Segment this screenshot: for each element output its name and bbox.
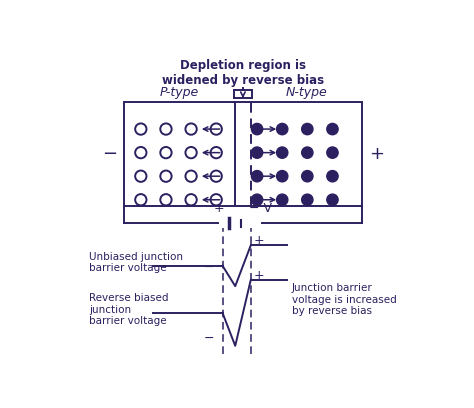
Circle shape bbox=[251, 123, 263, 135]
Bar bbox=[124, 102, 362, 206]
Text: +: + bbox=[254, 268, 264, 282]
Circle shape bbox=[327, 194, 338, 205]
Circle shape bbox=[301, 123, 313, 135]
Circle shape bbox=[276, 147, 288, 158]
Text: P-type: P-type bbox=[160, 86, 199, 99]
Circle shape bbox=[276, 171, 288, 182]
Circle shape bbox=[276, 194, 288, 205]
Text: N-type: N-type bbox=[286, 86, 328, 99]
Text: +: + bbox=[214, 202, 225, 215]
Circle shape bbox=[251, 194, 263, 205]
Text: +: + bbox=[254, 234, 264, 247]
Circle shape bbox=[251, 171, 263, 182]
Circle shape bbox=[276, 123, 288, 135]
Text: − V: − V bbox=[249, 202, 272, 215]
Circle shape bbox=[301, 194, 313, 205]
Text: −: − bbox=[204, 331, 215, 344]
Text: +: + bbox=[369, 145, 384, 163]
Circle shape bbox=[301, 171, 313, 182]
Text: Unbiased junction
barrier voltage: Unbiased junction barrier voltage bbox=[89, 252, 183, 273]
Circle shape bbox=[301, 147, 313, 158]
Text: −: − bbox=[204, 261, 215, 274]
Text: Junction barrier
voltage is increased
by reverse bias: Junction barrier voltage is increased by… bbox=[292, 283, 396, 316]
Text: Depletion region is
widened by reverse bias: Depletion region is widened by reverse b… bbox=[162, 58, 324, 86]
Circle shape bbox=[327, 147, 338, 158]
Text: −: − bbox=[102, 145, 117, 163]
Text: Reverse biased
junction
barrier voltage: Reverse biased junction barrier voltage bbox=[89, 293, 168, 326]
Circle shape bbox=[327, 171, 338, 182]
Circle shape bbox=[251, 147, 263, 158]
Circle shape bbox=[327, 123, 338, 135]
